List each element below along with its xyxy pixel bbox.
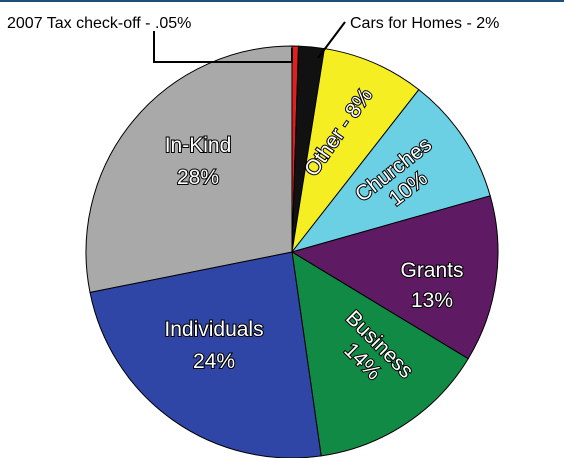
tax-callout-leader <box>153 31 293 63</box>
slice-label-inkind-pct: 28% <box>177 166 219 189</box>
pie-slice-churches <box>290 88 491 253</box>
pie-slice-grants <box>290 195 499 360</box>
slice-label-grants-name: Grants <box>400 259 463 282</box>
slice-label-individuals-pct: 24% <box>193 350 235 373</box>
cars-callout-label: Cars for Homes - 2% <box>350 15 499 32</box>
slice-label-grants-pct: 13% <box>411 289 453 312</box>
pie-slice-business <box>291 251 469 457</box>
slice-label-individuals-name: Individuals <box>164 318 263 341</box>
pie-slice-other <box>291 47 420 253</box>
pie-slices <box>85 45 499 458</box>
cars-callout-leader <box>317 21 346 59</box>
tax-callout-label: 2007 Tax check-off - .05% <box>7 15 191 32</box>
pie-slice-in-kind <box>85 45 293 293</box>
slice-label-inkind-name: In-Kind <box>165 134 232 157</box>
